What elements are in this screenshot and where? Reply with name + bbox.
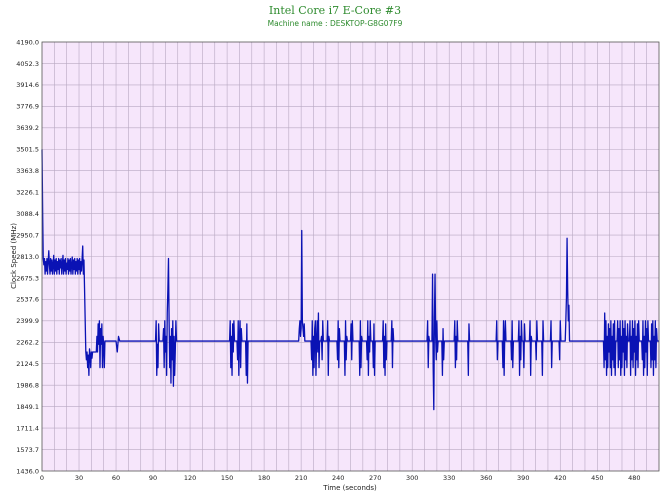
x-tick-label: 0 [40, 474, 44, 482]
y-tick-label: 2537.6 [16, 296, 39, 304]
x-tick-label: 240 [332, 474, 344, 482]
x-tick-label: 180 [258, 474, 270, 482]
x-tick-label: 120 [184, 474, 196, 482]
x-tick-label: 270 [369, 474, 381, 482]
y-tick-label: 1711.4 [16, 424, 39, 432]
y-tick-label: 1436.0 [16, 467, 39, 475]
chart-subtitle: Machine name : DESKTOP-G8G07F9 [267, 19, 403, 28]
gridlines [42, 42, 659, 471]
plot-border [41, 41, 660, 472]
y-tick-label: 3776.9 [16, 103, 39, 111]
y-tick-label: 3363.8 [16, 167, 39, 175]
x-tick-label: 90 [149, 474, 157, 482]
x-tick-label: 210 [295, 474, 307, 482]
x-axis-ticks: 0 30 60 90 120 150 180 210 240 270 300 330 360 390 420… [40, 474, 641, 482]
y-tick-label: 1849.1 [16, 403, 39, 411]
y-tick-label: 1986.8 [16, 382, 39, 390]
x-tick-label: 390 [517, 474, 529, 482]
x-tick-label: 330 [443, 474, 455, 482]
y-tick-label: 3914.6 [16, 81, 39, 89]
x-tick-label: 60 [112, 474, 120, 482]
y-tick-label: 4190.0 [16, 38, 39, 46]
y-tick-label: 1573.7 [16, 446, 39, 454]
x-tick-label: 360 [480, 474, 492, 482]
x-tick-label: 30 [75, 474, 83, 482]
y-tick-label: 2399.9 [16, 317, 39, 325]
y-tick-label: 4052.3 [16, 60, 39, 68]
x-tick-label: 450 [591, 474, 603, 482]
y-tick-label: 3226.1 [16, 188, 39, 196]
chart-title: Intel Core i7 E-Core #3 [268, 4, 402, 17]
y-tick-label: 2950.7 [16, 231, 39, 239]
y-axis-label: Clock Speed (MHz) [10, 223, 18, 289]
y-axis-ticks: 1436.0 1573.7 1711.4 1849.1 1986.8 2124.5 2262… [16, 38, 39, 475]
x-tick-label: 150 [221, 474, 233, 482]
y-tick-label: 3639.2 [16, 124, 39, 132]
y-tick-label: 3088.4 [16, 210, 39, 218]
y-tick-label: 2675.3 [16, 274, 39, 282]
series-line-clock-speed [41, 149, 659, 411]
x-tick-label: 480 [628, 474, 640, 482]
y-tick-label: 2262.2 [16, 339, 39, 347]
x-tick-label: 300 [406, 474, 418, 482]
y-tick-label: 2813.0 [16, 253, 39, 261]
y-tick-label: 3501.5 [16, 146, 39, 154]
x-tick-label: 420 [554, 474, 566, 482]
x-axis-label: Time (seconds) [322, 484, 377, 492]
y-tick-label: 2124.5 [16, 360, 39, 368]
